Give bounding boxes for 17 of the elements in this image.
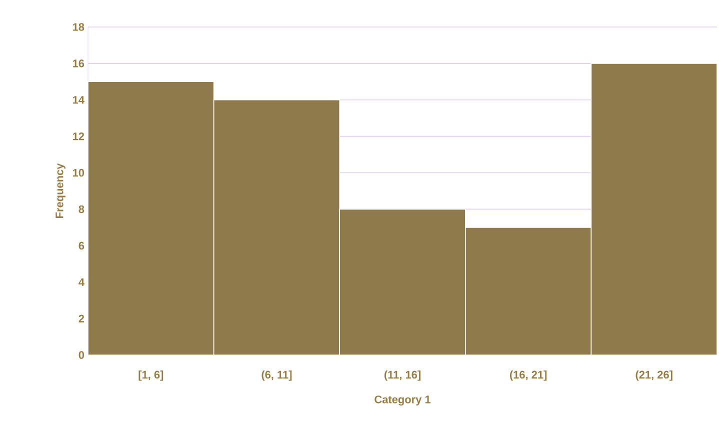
y-tick-label: 18 bbox=[72, 23, 84, 31]
x-tick-label: (11, 16] bbox=[384, 370, 420, 381]
x-tick-label: (16, 21] bbox=[510, 370, 547, 381]
y-tick-label: 16 bbox=[72, 60, 84, 68]
x-tick-label: [1, 6] bbox=[138, 370, 164, 381]
y-axis-title: Frequency bbox=[56, 163, 66, 218]
x-tick-label: (21, 26] bbox=[636, 370, 672, 381]
y-tick-label: 0 bbox=[78, 351, 84, 359]
y-tick-label: 14 bbox=[72, 96, 84, 104]
y-tick-label: 2 bbox=[78, 314, 84, 322]
y-tick-label: 6 bbox=[78, 242, 84, 250]
y-tick-label: 8 bbox=[78, 205, 84, 214]
y-tick-label: 12 bbox=[72, 132, 84, 140]
x-axis-title: Category 1 bbox=[374, 396, 430, 406]
y-tick-label: 4 bbox=[78, 278, 84, 286]
y-tick-label: 10 bbox=[72, 168, 84, 177]
x-tick-label: (6, 11] bbox=[262, 370, 292, 381]
